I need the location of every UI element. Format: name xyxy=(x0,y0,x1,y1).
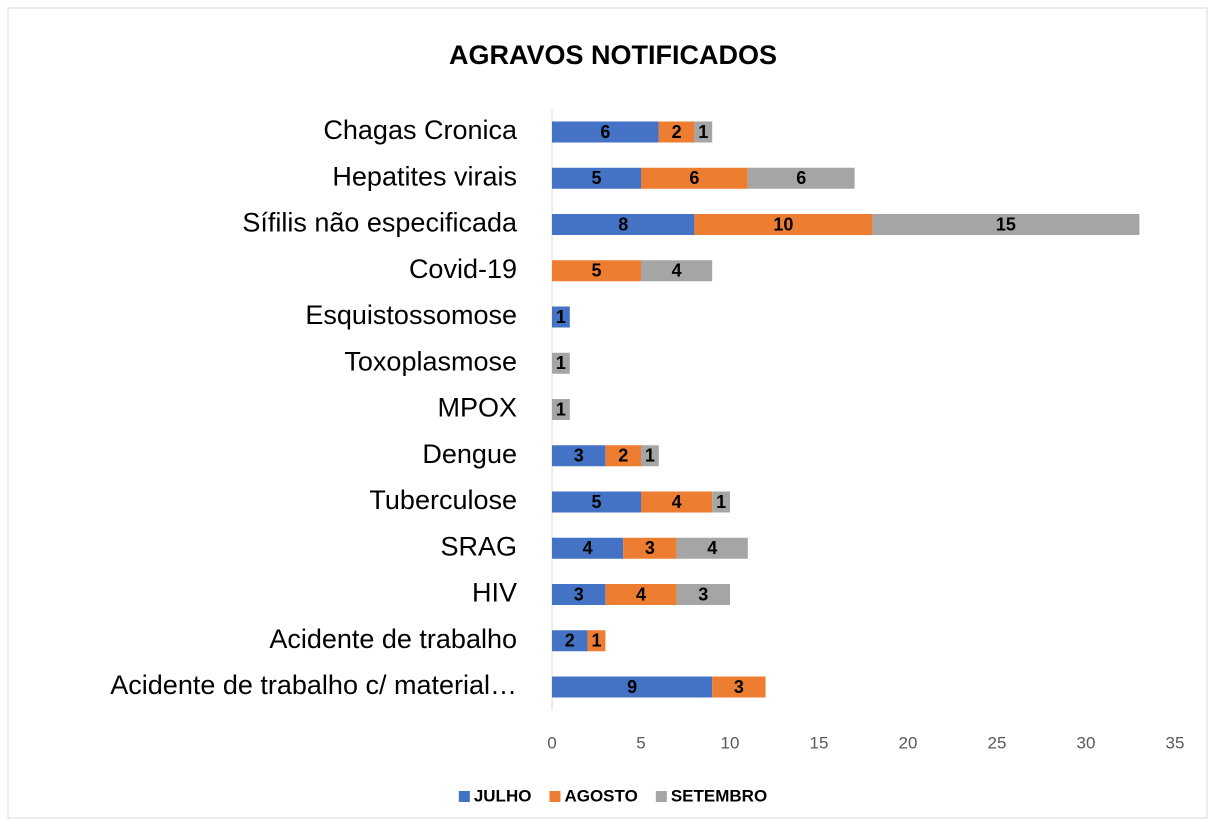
bar-segment xyxy=(676,537,748,559)
bar-segment xyxy=(552,630,588,652)
data-label: 1 xyxy=(556,307,566,327)
bar-segment xyxy=(605,445,641,467)
y-tick-label: Acidente de trabalho xyxy=(269,624,517,654)
bar-segment xyxy=(641,491,713,513)
bar-segment xyxy=(552,306,570,328)
data-label: 3 xyxy=(698,584,708,604)
bar-segment xyxy=(623,537,677,559)
data-label: 8 xyxy=(618,214,628,234)
data-label: 1 xyxy=(556,353,566,373)
chart-title: AGRAVOS NOTIFICADOS xyxy=(449,40,777,70)
data-label: 6 xyxy=(796,168,806,188)
data-label: 1 xyxy=(645,446,655,466)
bar-segment xyxy=(587,630,606,652)
data-label: 3 xyxy=(734,677,744,697)
bar-segment xyxy=(552,352,570,374)
data-label: 6 xyxy=(600,122,610,142)
data-label: 1 xyxy=(698,122,708,142)
data-label: 5 xyxy=(591,261,601,281)
data-label: 2 xyxy=(618,446,628,466)
y-tick-label: SRAG xyxy=(440,531,517,561)
y-tick-label: HIV xyxy=(472,578,517,608)
legend-swatch xyxy=(458,791,470,802)
x-tick-label: 25 xyxy=(988,733,1007,752)
data-label: 1 xyxy=(591,631,601,651)
y-tick-label: Dengue xyxy=(422,439,517,469)
bar-segment xyxy=(676,584,730,605)
data-label: 1 xyxy=(556,399,566,419)
legend-label: JULHO xyxy=(474,786,532,805)
legend-swatch xyxy=(549,791,561,802)
bar-segment xyxy=(552,676,713,698)
x-tick-label: 35 xyxy=(1166,733,1185,752)
y-tick-label: MPOX xyxy=(437,393,517,423)
bar-segment xyxy=(552,167,641,189)
data-label: 2 xyxy=(565,631,575,651)
bar-segment xyxy=(552,491,641,513)
bar-segment xyxy=(641,167,748,189)
legend-label: AGOSTO xyxy=(564,786,637,805)
data-label: 3 xyxy=(574,446,584,466)
bar-segment xyxy=(552,584,606,605)
y-tick-label: Toxoplasmose xyxy=(344,346,517,376)
data-label: 1 xyxy=(716,492,726,512)
data-label: 3 xyxy=(574,584,584,604)
data-label: 6 xyxy=(689,168,699,188)
y-tick-label: Tuberculose xyxy=(369,485,517,515)
x-tick-label: 15 xyxy=(810,733,829,752)
data-label: 15 xyxy=(996,214,1016,234)
bar-segment xyxy=(641,445,659,467)
bar-segment xyxy=(552,537,624,559)
bar-segment xyxy=(712,491,730,513)
bar-segment xyxy=(552,214,695,235)
bar-segment xyxy=(552,260,641,282)
data-label: 5 xyxy=(591,168,601,188)
bar-segment xyxy=(641,260,713,282)
data-label: 5 xyxy=(591,492,601,512)
data-label: 10 xyxy=(773,214,793,234)
bar-segment xyxy=(552,399,570,420)
bar-segment xyxy=(552,445,606,467)
bar-segment xyxy=(694,214,873,235)
data-label: 2 xyxy=(672,122,682,142)
x-tick-label: 0 xyxy=(547,733,556,752)
data-label: 4 xyxy=(636,584,646,604)
x-tick-label: 5 xyxy=(636,733,645,752)
data-label: 4 xyxy=(707,538,717,558)
bar-segment xyxy=(694,121,713,143)
y-tick-label: Acidente de trabalho c/ material… xyxy=(110,670,517,700)
y-tick-label: Covid-19 xyxy=(409,254,517,284)
y-tick-label: Sífilis não especificada xyxy=(242,208,518,238)
x-tick-label: 20 xyxy=(899,733,918,752)
legend-swatch xyxy=(655,791,667,802)
data-label: 9 xyxy=(627,677,637,697)
data-label: 3 xyxy=(645,538,655,558)
data-label: 4 xyxy=(672,492,682,512)
bar-segment xyxy=(658,121,695,143)
y-tick-label: Chagas Cronica xyxy=(323,115,518,145)
bar-segment xyxy=(872,214,1140,235)
bar-segment xyxy=(712,676,766,698)
data-label: 4 xyxy=(583,538,593,558)
y-tick-label: Esquistossomose xyxy=(305,300,517,330)
data-label: 4 xyxy=(672,261,682,281)
bar-segment xyxy=(605,584,677,605)
bar-segment xyxy=(747,167,855,189)
bar-segment xyxy=(552,121,659,143)
x-tick-label: 30 xyxy=(1077,733,1096,752)
x-tick-label: 10 xyxy=(721,733,740,752)
legend-label: SETEMBRO xyxy=(671,786,767,805)
y-tick-label: Hepatites virais xyxy=(332,161,517,191)
